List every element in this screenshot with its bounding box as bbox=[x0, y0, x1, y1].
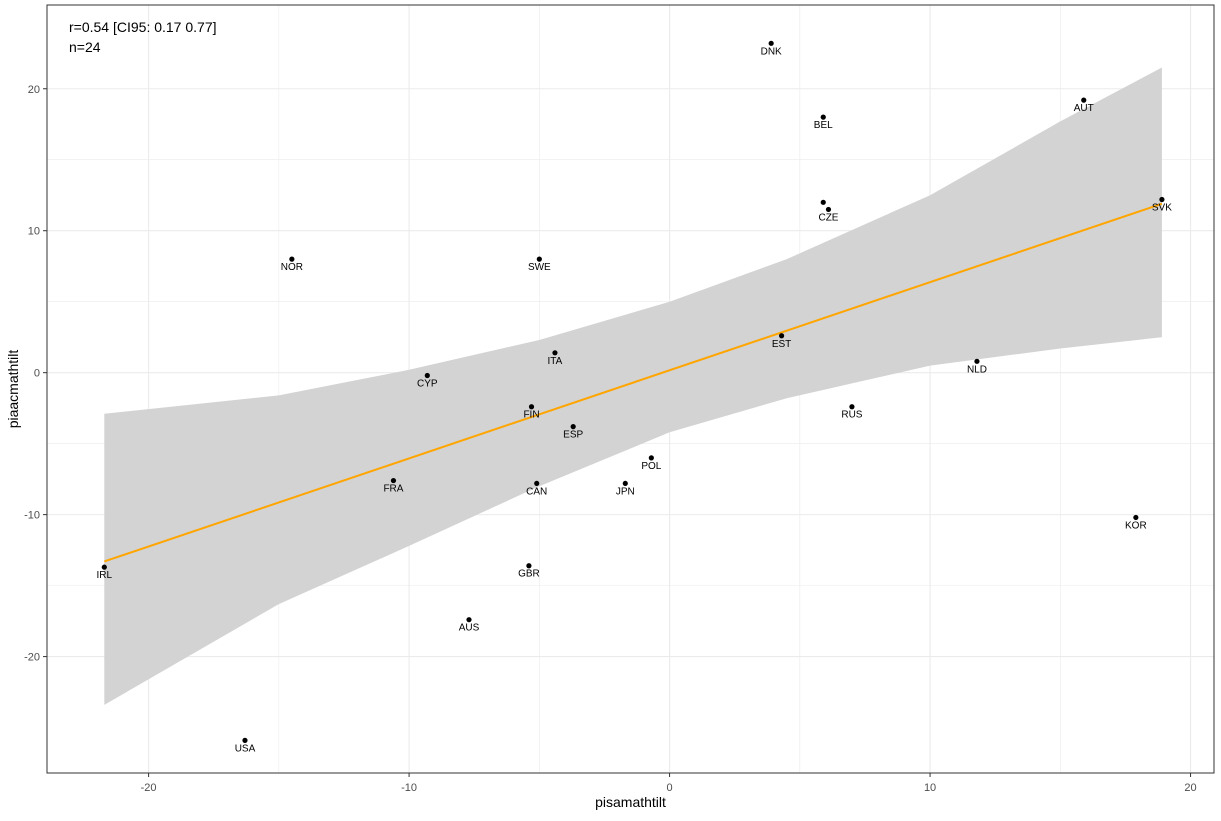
panel-border bbox=[46, 4, 1215, 774]
data-point bbox=[242, 737, 248, 743]
data-point bbox=[466, 617, 472, 623]
data-point bbox=[526, 563, 532, 569]
regression-line bbox=[103, 202, 1163, 563]
data-point bbox=[101, 564, 107, 570]
point-label: CYP bbox=[417, 379, 438, 390]
y-tick-label: 20 bbox=[28, 84, 40, 96]
point-label: GBR bbox=[518, 569, 540, 580]
data-point bbox=[778, 333, 785, 339]
point-label: KOR bbox=[1125, 520, 1147, 531]
data-point bbox=[1159, 196, 1165, 203]
point-label: SWE bbox=[528, 262, 551, 273]
point-label: DNK bbox=[761, 46, 782, 57]
point-label: AUT bbox=[1074, 103, 1094, 114]
y-tick-label: 10 bbox=[28, 226, 40, 238]
data-point bbox=[536, 256, 542, 262]
confidence-band bbox=[104, 67, 1162, 705]
point-label: BEL bbox=[814, 120, 833, 131]
point-label: ITA bbox=[548, 356, 563, 367]
data-point bbox=[552, 350, 558, 356]
point-label: RUS bbox=[841, 410, 862, 421]
point-label: NOR bbox=[281, 262, 303, 273]
axis-ticks-layer: -20 -10 0 10 20 -20 -10 0 10 20 bbox=[24, 84, 1197, 794]
data-point bbox=[570, 424, 576, 430]
x-axis-title: pisamathtilt bbox=[595, 794, 666, 810]
point-label: JPN bbox=[616, 486, 635, 497]
point-label: CZE bbox=[818, 212, 838, 223]
data-point bbox=[622, 480, 628, 487]
point-label: NLD bbox=[967, 364, 987, 375]
point-label: FRA bbox=[383, 484, 403, 495]
y-axis-title: piaacmathtilt bbox=[5, 350, 21, 429]
data-point bbox=[528, 404, 535, 410]
point-label: ESP bbox=[563, 430, 583, 441]
x-tick-label: -20 bbox=[141, 782, 157, 794]
y-tick-label: -10 bbox=[24, 510, 40, 522]
correlation-annotation: r=0.54 [CI95: 0.17 0.77] bbox=[69, 19, 217, 35]
x-tick-label: 0 bbox=[667, 782, 673, 794]
data-point bbox=[825, 206, 832, 213]
point-label: USA bbox=[235, 743, 256, 754]
data-point bbox=[820, 199, 826, 205]
data-point bbox=[424, 372, 430, 379]
data-point bbox=[648, 455, 654, 461]
x-tick-label: 20 bbox=[1184, 782, 1196, 794]
confidence-band-layer bbox=[104, 67, 1162, 705]
x-tick-label: -10 bbox=[401, 782, 417, 794]
data-point bbox=[974, 358, 980, 364]
y-tick-label: -20 bbox=[24, 652, 40, 664]
data-point bbox=[534, 480, 540, 487]
points-layer bbox=[101, 40, 1165, 743]
point-label: POL bbox=[641, 461, 661, 472]
point-label: FIN bbox=[523, 410, 539, 421]
point-labels-layer: DNK AUT BEL CZE SVK NOR SWE EST ITA NLD CYP FIN RUS E… bbox=[97, 46, 1173, 754]
x-tick-label: 10 bbox=[924, 782, 936, 794]
point-label: EST bbox=[772, 339, 791, 350]
data-point bbox=[849, 404, 855, 410]
data-point bbox=[289, 256, 295, 262]
data-point bbox=[820, 114, 826, 120]
data-point bbox=[1133, 514, 1139, 521]
data-point bbox=[768, 40, 774, 46]
point-label: IRL bbox=[97, 570, 113, 581]
point-label: AUS bbox=[459, 623, 480, 634]
y-tick-label: 0 bbox=[34, 368, 40, 380]
point-label: CAN bbox=[526, 486, 547, 497]
count-annotation: n=24 bbox=[69, 39, 101, 55]
regression-line-layer bbox=[103, 202, 1163, 563]
data-point bbox=[390, 477, 397, 484]
point-label: SVK bbox=[1152, 202, 1172, 213]
data-point bbox=[1081, 97, 1087, 103]
